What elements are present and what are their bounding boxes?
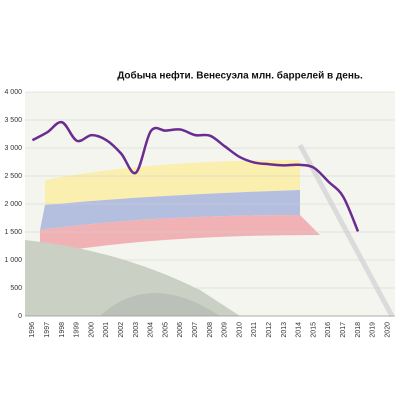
y-tick-label: 2 000 [4, 201, 22, 208]
x-tick-label: 2018 [355, 322, 362, 338]
x-tick-label: 2011 [251, 322, 258, 337]
x-tick-label: 2013 [281, 322, 288, 338]
x-tick-label: 2006 [177, 322, 184, 338]
x-tick-label: 2012 [266, 322, 273, 338]
x-tick-label: 2000 [88, 322, 95, 338]
x-tick-label: 2007 [192, 322, 199, 338]
chart-title: Добыча нефти. Венесуэла млн. баррелей в … [117, 70, 363, 82]
x-tick-label: 2009 [222, 322, 229, 338]
x-tick-label: 2003 [133, 322, 140, 338]
x-tick-label: 2020 [384, 322, 391, 338]
y-tick-label: 1 500 [4, 229, 22, 236]
x-tick-label: 2005 [162, 322, 169, 338]
x-tick-label: 2010 [236, 322, 243, 338]
data-line [31, 120, 360, 232]
x-tick-label: 2019 [370, 322, 377, 338]
x-tick-label: 2004 [148, 322, 155, 338]
x-tick-label: 2015 [310, 322, 317, 338]
x-tick-label: 2017 [340, 322, 347, 338]
y-tick-label: 0 [18, 313, 22, 320]
x-tick-label: 1999 [74, 322, 81, 338]
x-tick-label: 2008 [207, 322, 214, 338]
y-tick-label: 500 [10, 285, 22, 292]
x-tick-label: 1996 [29, 322, 36, 338]
y-tick-label: 3 500 [4, 117, 22, 124]
y-tick-label: 4 000 [4, 89, 22, 96]
x-tick-label: 1997 [44, 322, 51, 338]
y-tick-label: 3 000 [4, 145, 22, 152]
x-tick-label: 2014 [296, 322, 303, 338]
y-tick-label: 2 500 [4, 173, 22, 180]
x-tick-label: 2002 [118, 322, 125, 338]
x-tick-label: 2016 [325, 322, 332, 338]
x-tick-label: 1998 [59, 322, 66, 338]
x-tick-label: 2001 [103, 322, 110, 338]
y-tick-label: 1 000 [4, 257, 22, 264]
